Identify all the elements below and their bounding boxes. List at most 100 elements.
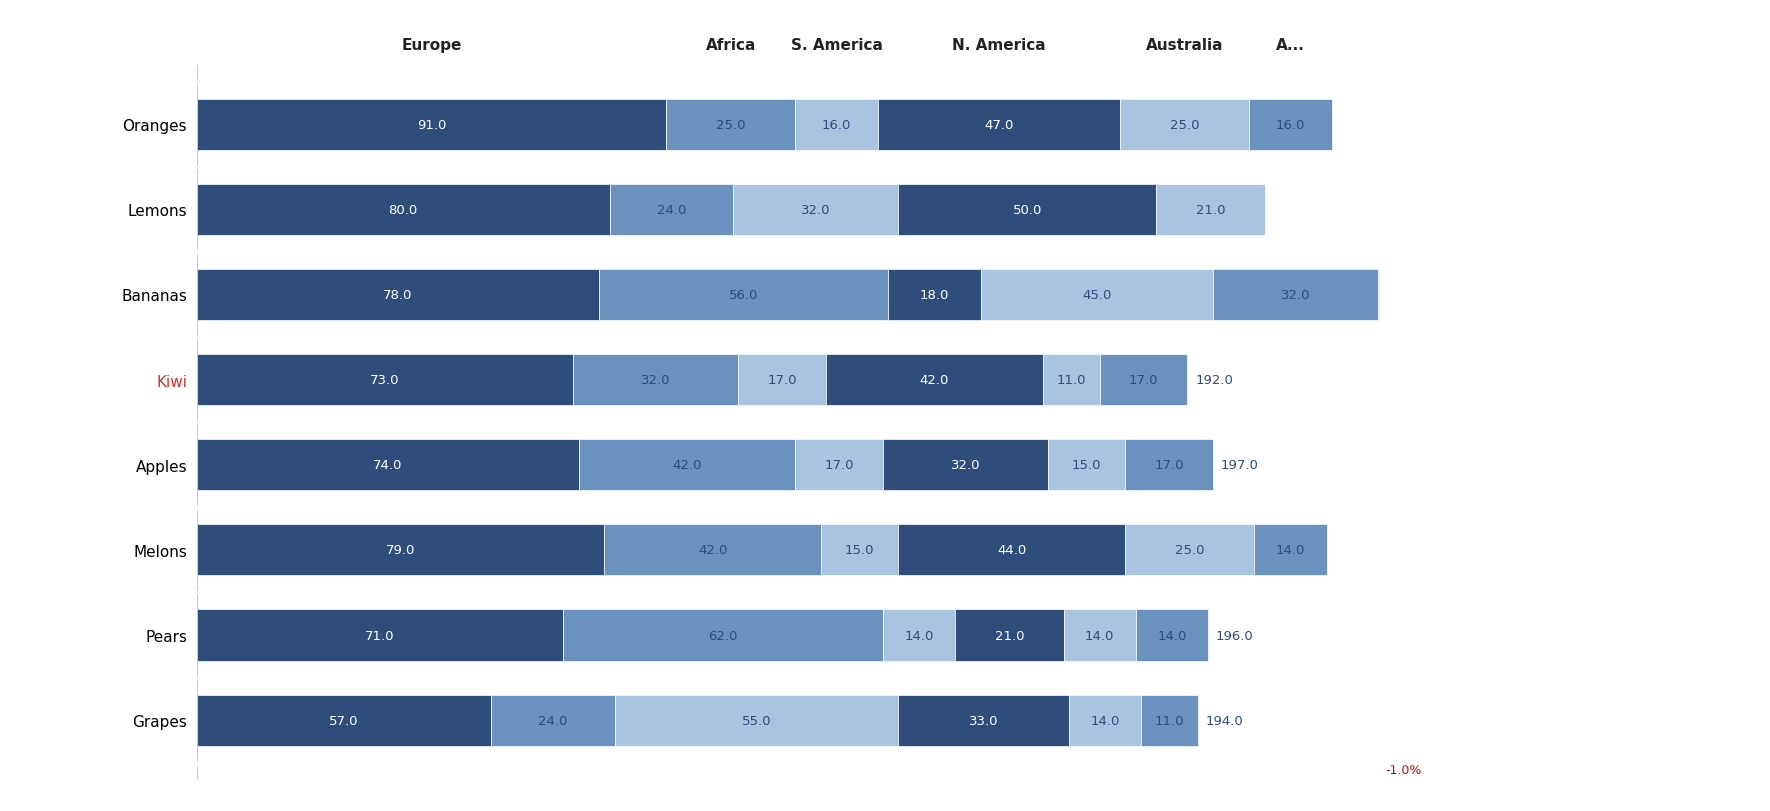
Bar (196, 525, 604, 576)
Text: 80.0: 80.0 (389, 204, 418, 217)
Bar (196, 610, 563, 661)
Text: 62.0: 62.0 (708, 629, 738, 642)
Bar (579, 440, 795, 491)
Bar (981, 269, 1212, 320)
Text: 24.0: 24.0 (657, 204, 687, 217)
Text: 32.0: 32.0 (802, 204, 830, 217)
Bar (883, 440, 1048, 491)
Text: Africa: Africa (706, 37, 756, 53)
Bar (1126, 525, 1255, 576)
Text: 17.0: 17.0 (1129, 374, 1158, 387)
Bar (956, 610, 1064, 661)
Text: -1.0%: -1.0% (1386, 762, 1423, 775)
Bar (196, 354, 573, 406)
Text: 79.0: 79.0 (386, 543, 416, 556)
Text: 42.0: 42.0 (697, 543, 727, 556)
Bar (795, 100, 878, 151)
Bar (600, 269, 889, 320)
Bar (614, 695, 899, 746)
Bar (666, 100, 795, 151)
Text: 24.0: 24.0 (538, 714, 568, 727)
Bar (1120, 100, 1250, 151)
Bar (1126, 440, 1212, 491)
Bar (609, 185, 733, 235)
Bar (563, 610, 883, 661)
Text: 194.0: 194.0 (1205, 714, 1243, 727)
Bar (196, 269, 600, 320)
Text: 42.0: 42.0 (673, 459, 701, 472)
Text: 14.0: 14.0 (1276, 543, 1304, 556)
Bar (899, 525, 1126, 576)
Text: 91.0: 91.0 (418, 118, 446, 131)
Text: 50.0: 50.0 (1012, 204, 1043, 217)
Bar (899, 185, 1156, 235)
Bar (573, 354, 738, 406)
Text: 16.0: 16.0 (821, 118, 851, 131)
Text: 14.0: 14.0 (904, 629, 935, 642)
Text: 197.0: 197.0 (1221, 459, 1258, 472)
Bar (889, 269, 981, 320)
Text: Europe: Europe (402, 37, 462, 53)
Text: 33.0: 33.0 (968, 714, 998, 727)
Text: 73.0: 73.0 (370, 374, 400, 387)
Bar (733, 185, 899, 235)
Text: 14.0: 14.0 (1090, 714, 1119, 727)
Bar (196, 100, 666, 151)
Text: 21.0: 21.0 (995, 629, 1025, 642)
Bar (490, 695, 614, 746)
Text: 192.0: 192.0 (1195, 374, 1234, 387)
Bar (1136, 610, 1207, 661)
Bar (738, 354, 827, 406)
Text: 47.0: 47.0 (984, 118, 1014, 131)
Text: 42.0: 42.0 (920, 374, 949, 387)
Text: 17.0: 17.0 (825, 459, 853, 472)
Bar (1069, 695, 1142, 746)
Bar (196, 440, 579, 491)
Bar (1212, 269, 1379, 320)
Text: 17.0: 17.0 (1154, 459, 1184, 472)
Text: 32.0: 32.0 (641, 374, 671, 387)
Text: 56.0: 56.0 (729, 289, 758, 302)
Bar (1142, 695, 1198, 746)
Bar (196, 185, 609, 235)
Text: 11.0: 11.0 (1154, 714, 1184, 727)
Text: 196.0: 196.0 (1216, 629, 1253, 642)
Bar (604, 525, 821, 576)
Text: 74.0: 74.0 (373, 459, 402, 472)
Bar (883, 610, 956, 661)
Bar (1043, 354, 1099, 406)
Text: 25.0: 25.0 (1170, 118, 1200, 131)
Bar (878, 100, 1120, 151)
Text: 15.0: 15.0 (1073, 459, 1101, 472)
Text: 32.0: 32.0 (1281, 289, 1310, 302)
Text: 14.0: 14.0 (1085, 629, 1115, 642)
Text: 25.0: 25.0 (1175, 543, 1205, 556)
Text: Australia: Australia (1145, 37, 1223, 53)
Text: 21.0: 21.0 (1197, 204, 1225, 217)
Bar (827, 354, 1043, 406)
Text: A...: A... (1276, 37, 1304, 53)
Text: 25.0: 25.0 (717, 118, 745, 131)
Text: 45.0: 45.0 (1083, 289, 1112, 302)
Bar (821, 525, 899, 576)
Text: 78.0: 78.0 (384, 289, 412, 302)
Text: 57.0: 57.0 (329, 714, 359, 727)
Text: 14.0: 14.0 (1158, 629, 1186, 642)
Bar (1099, 354, 1188, 406)
Bar (899, 695, 1069, 746)
Bar (1255, 525, 1328, 576)
Text: 32.0: 32.0 (950, 459, 981, 472)
Bar (1250, 100, 1331, 151)
Text: 44.0: 44.0 (997, 543, 1027, 556)
Text: N. America: N. America (952, 37, 1046, 53)
Text: 11.0: 11.0 (1057, 374, 1087, 387)
Text: S. America: S. America (791, 37, 883, 53)
Bar (1048, 440, 1126, 491)
Text: 15.0: 15.0 (844, 543, 874, 556)
Bar (196, 695, 490, 746)
Bar (1156, 185, 1266, 235)
Bar (1064, 610, 1136, 661)
Bar (795, 440, 883, 491)
Text: 16.0: 16.0 (1276, 118, 1304, 131)
Text: 17.0: 17.0 (768, 374, 796, 387)
